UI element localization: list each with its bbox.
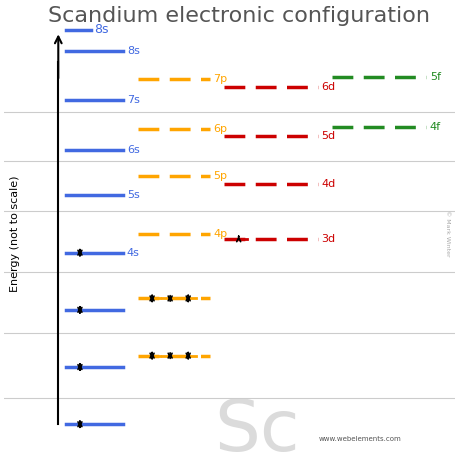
Text: 6s: 6s	[127, 145, 139, 155]
Text: © Mark Winter: © Mark Winter	[446, 210, 450, 257]
Text: 4s: 4s	[127, 247, 140, 258]
Text: 4d: 4d	[322, 179, 336, 189]
Text: 5d: 5d	[322, 131, 336, 141]
Text: www.webelements.com: www.webelements.com	[319, 437, 401, 443]
Text: Energy (not to scale): Energy (not to scale)	[10, 175, 20, 292]
Text: 3d: 3d	[322, 234, 336, 244]
Text: 5s: 5s	[127, 191, 139, 201]
Text: 6p: 6p	[213, 124, 228, 134]
Text: 4f: 4f	[430, 122, 441, 132]
Text: Scandium electronic configuration: Scandium electronic configuration	[48, 6, 430, 26]
Text: 6d: 6d	[322, 82, 336, 92]
Text: 7s: 7s	[127, 95, 140, 105]
Text: Sc: Sc	[214, 397, 300, 466]
Text: 8s: 8s	[127, 46, 140, 55]
Text: 5p: 5p	[213, 172, 228, 182]
Text: 5f: 5f	[430, 72, 441, 82]
Text: 8s: 8s	[94, 23, 109, 36]
Text: 4p: 4p	[213, 228, 228, 238]
Text: 7p: 7p	[213, 74, 228, 84]
